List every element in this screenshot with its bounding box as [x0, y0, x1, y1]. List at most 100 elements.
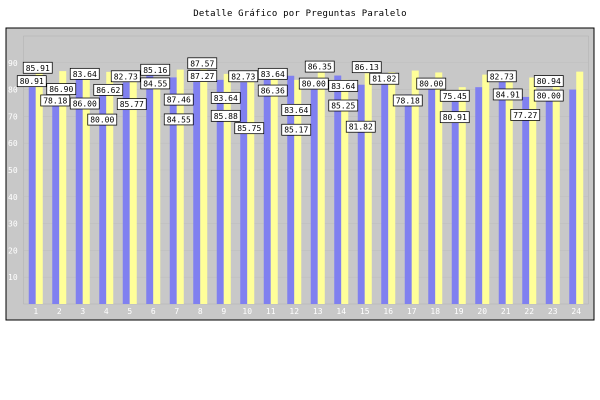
data-label-box — [110, 70, 141, 83]
data-label-box — [93, 83, 124, 96]
y-tick-label: 30 — [8, 220, 18, 229]
data-label-box — [210, 91, 241, 104]
bar-s2-1 — [35, 73, 43, 304]
data-label-box — [140, 63, 171, 76]
x-tick-label: 18 — [430, 307, 440, 316]
data-label: 80.91 — [20, 77, 44, 86]
x-tick-label: 10 — [242, 307, 252, 316]
data-label: 85.91 — [26, 64, 50, 73]
data-label-box — [87, 113, 118, 126]
x-tick-label: 4 — [104, 307, 109, 316]
data-label-box — [257, 84, 288, 97]
bar-s2-19 — [458, 87, 466, 305]
bar-s1-17 — [404, 94, 412, 304]
bar-s1-9 — [216, 79, 224, 304]
x-tick-label: 2 — [57, 307, 62, 316]
data-label-box — [486, 70, 517, 83]
x-tick-label: 6 — [151, 307, 156, 316]
bar-s1-13 — [310, 89, 318, 304]
data-label-box — [163, 93, 194, 106]
bar-s1-6 — [146, 75, 154, 304]
bar-s2-23 — [552, 87, 560, 304]
data-label-box — [140, 77, 171, 90]
bar-s2-6 — [153, 77, 161, 304]
x-tick-label: 9 — [221, 307, 226, 316]
y-tick-label: 10 — [8, 273, 18, 282]
y-tick-label: 60 — [8, 139, 18, 148]
data-label: 82.73 — [231, 72, 255, 81]
bar-s1-8 — [193, 70, 201, 305]
bar-s1-18 — [428, 89, 436, 304]
bar-s1-4 — [99, 89, 107, 304]
x-tick-label: 19 — [454, 307, 464, 316]
bar-s2-17 — [411, 70, 419, 305]
bar-s1-20 — [475, 87, 483, 305]
bar-s1-16 — [381, 84, 389, 304]
data-label: 83.64 — [331, 82, 355, 91]
data-label: 77.27 — [513, 111, 537, 120]
x-tick-label: 8 — [198, 307, 203, 316]
x-tick-label: 13 — [313, 307, 323, 316]
data-label: 78.18 — [43, 96, 67, 105]
bar-s1-10 — [240, 82, 248, 304]
x-tick-label: 22 — [524, 307, 534, 316]
x-tick-label: 1 — [33, 307, 38, 316]
data-label: 87.27 — [190, 72, 214, 81]
bar-s1-22 — [522, 96, 530, 304]
x-tick-label: 11 — [266, 307, 276, 316]
data-label: 85.25 — [331, 102, 355, 111]
data-label: 84.55 — [143, 79, 167, 88]
data-label-box — [16, 75, 47, 88]
y-tick-label: 80 — [8, 86, 18, 95]
data-label-box — [533, 75, 564, 87]
bar-s1-24 — [569, 89, 577, 304]
bar-s2-9 — [223, 73, 231, 304]
x-tick-label: 24 — [571, 307, 581, 316]
data-label: 84.91 — [496, 90, 520, 99]
x-tick-label: 5 — [127, 307, 132, 316]
data-label-box — [533, 89, 564, 102]
bar-s1-19 — [451, 101, 459, 304]
data-label: 83.64 — [261, 70, 285, 79]
data-label-box — [187, 57, 218, 70]
x-tick-label: 21 — [501, 307, 511, 316]
data-label: 80.00 — [537, 92, 561, 101]
y-tick-label: 40 — [8, 193, 18, 202]
data-label: 86.00 — [73, 100, 97, 109]
bar-s2-24 — [576, 71, 584, 304]
x-tick-label: 20 — [477, 307, 487, 316]
bar-s2-2 — [59, 71, 67, 304]
x-tick-label: 3 — [80, 307, 85, 316]
data-label-box — [328, 79, 359, 92]
data-label-box — [69, 67, 100, 80]
bar-s2-20 — [482, 74, 490, 304]
data-label: 80.00 — [90, 116, 114, 125]
data-label-box — [234, 122, 265, 135]
data-label: 82.73 — [490, 72, 514, 81]
bar-s1-14 — [334, 75, 342, 304]
data-label-box — [281, 103, 312, 116]
bar-s2-7 — [176, 69, 184, 304]
data-label: 87.57 — [190, 59, 214, 68]
data-label-box — [69, 97, 100, 110]
chart-title: Detalle Gráfico por Preguntas Paralelo — [193, 9, 407, 19]
data-label-box — [46, 83, 77, 95]
data-label: 80.00 — [302, 80, 326, 89]
data-label: 87.46 — [167, 96, 191, 105]
data-label-box — [416, 77, 447, 90]
bar-s2-11 — [270, 72, 278, 304]
data-label: 80.91 — [443, 113, 467, 122]
data-label-box — [351, 61, 382, 74]
bar-s1-1 — [28, 87, 36, 305]
data-label: 86.35 — [308, 63, 332, 72]
bar-s1-23 — [545, 89, 553, 304]
data-label-box — [163, 113, 194, 126]
data-label-box — [228, 70, 259, 83]
bar-s1-21 — [498, 76, 506, 305]
bar-s2-15 — [364, 73, 372, 304]
bar-s1-3 — [75, 73, 83, 305]
bar-s2-12 — [294, 79, 302, 304]
data-label: 78.18 — [396, 96, 420, 105]
data-label: 80.00 — [419, 80, 443, 89]
